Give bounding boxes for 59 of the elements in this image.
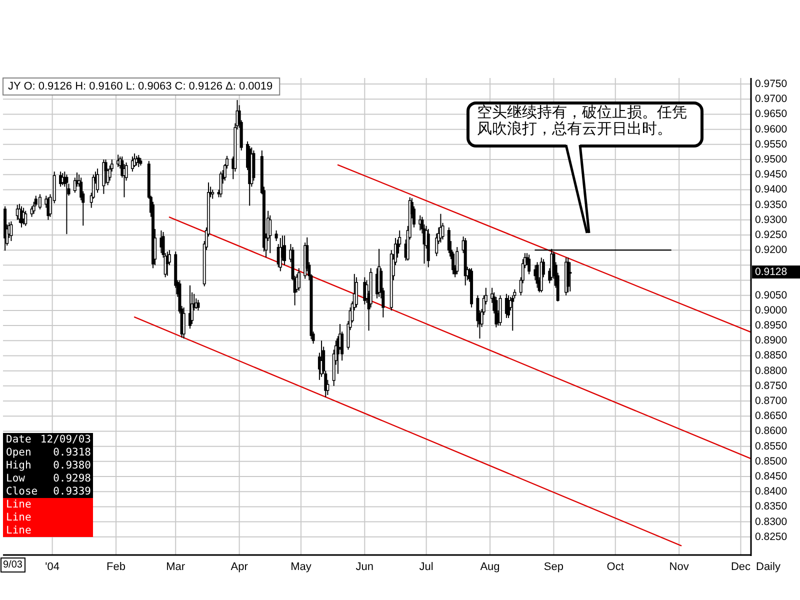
y-tick-label: 0.8450 bbox=[755, 470, 788, 482]
y-tick-label: 0.8350 bbox=[755, 500, 788, 513]
x-tick-label: Feb bbox=[106, 561, 126, 573]
info-row: High 0.9380 bbox=[3, 459, 93, 472]
y-tick-label: 0.8600 bbox=[755, 425, 788, 438]
x-tick-label: '04 bbox=[45, 561, 60, 573]
y-tick-label: 0.8750 bbox=[755, 380, 788, 392]
x-axis-title: Daily bbox=[756, 561, 780, 573]
info-row: Line bbox=[3, 524, 93, 537]
x-tick-label: Aug bbox=[480, 561, 500, 573]
info-row: Close 0.9339 bbox=[3, 485, 93, 498]
x-tick-label: Dec bbox=[730, 561, 750, 573]
y-tick-label: 0.9250 bbox=[755, 228, 788, 241]
y-tick-label: 0.8950 bbox=[755, 320, 788, 332]
annotation: Line bbox=[6, 512, 32, 524]
y-tick-label: 0.9200 bbox=[755, 244, 788, 256]
info-row: Low 0.9298 bbox=[3, 472, 93, 485]
price-tag: 0.9128 bbox=[752, 266, 800, 278]
info-row: Line bbox=[3, 511, 93, 524]
x-tick-label: Nov bbox=[669, 561, 689, 573]
y-tick-label: 0.9500 bbox=[755, 154, 788, 166]
y-tick-label: 0.9600 bbox=[755, 123, 788, 136]
y-tick-label: 0.8300 bbox=[755, 516, 788, 528]
info-row: Open 0.9318 bbox=[3, 446, 93, 459]
y-tick-label: 0.8900 bbox=[755, 334, 788, 347]
y-tick-label: 0.9000 bbox=[755, 304, 788, 316]
y-tick-label: 0.9450 bbox=[755, 168, 788, 181]
annotation: Line bbox=[6, 524, 32, 536]
y-tick-label: 0.8500 bbox=[755, 455, 788, 468]
y-tick-label: 0.8650 bbox=[755, 410, 788, 422]
annotation: 空头继续持有，破位止损。任凭风吹浪打，总有云开日出时。 bbox=[477, 103, 687, 138]
x-tick-label: Jun bbox=[356, 561, 374, 573]
x-tick-label: Jul bbox=[419, 561, 434, 573]
y-tick-label: 0.8800 bbox=[755, 364, 788, 377]
y-tick-label: 0.9550 bbox=[755, 138, 788, 150]
y-tick-label: 0.8250 bbox=[755, 530, 788, 543]
callout: 空头继续持有，破位止损。任凭风吹浪打，总有云开日出时。 bbox=[466, 102, 704, 234]
y-tick-label: 0.9400 bbox=[755, 184, 788, 196]
y-tick-label: 0.9700 bbox=[755, 93, 788, 106]
y-tick-label: 0.8850 bbox=[755, 350, 788, 362]
x-tick-label: Oct bbox=[606, 561, 624, 573]
x-tick-label: Apr bbox=[230, 561, 248, 573]
annotation: Line bbox=[6, 498, 32, 510]
x-tick-label: Mar bbox=[166, 561, 186, 573]
y-tick-label: 0.9650 bbox=[755, 108, 788, 120]
y-tick-label: 0.9350 bbox=[755, 198, 788, 211]
y-tick-label: 0.9050 bbox=[755, 289, 788, 302]
chart-title: JY O: 0.9126 H: 0.9160 L: 0.9063 C: 0.9126 Δ: 0.0019 bbox=[8, 80, 273, 92]
y-tick-label: 0.8700 bbox=[755, 395, 788, 408]
info-row: Date 12/09/03 bbox=[3, 433, 93, 446]
x-tick-label: May bbox=[290, 561, 312, 573]
date-tag: 9/03 bbox=[0, 558, 26, 572]
y-tick-label: 0.9750 bbox=[755, 78, 788, 90]
x-tick-label: Sep bbox=[544, 561, 564, 573]
info-row: Line bbox=[3, 498, 93, 511]
title: JY O: 0.9126 H: 0.9160 L: 0.9063 C: 0.9126 Δ: 0.0019 bbox=[2, 78, 280, 96]
y-tick-label: 0.8400 bbox=[755, 486, 788, 498]
y-tick-label: 0.8550 bbox=[755, 440, 788, 452]
y-tick-label: 0.9300 bbox=[755, 214, 788, 226]
